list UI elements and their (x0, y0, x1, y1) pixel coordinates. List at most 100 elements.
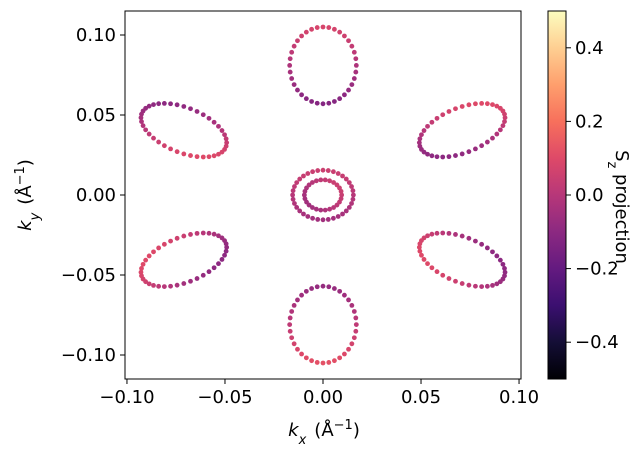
x-tick-label: −0.05 (197, 387, 252, 408)
data-point (502, 115, 508, 121)
data-point (211, 265, 217, 271)
data-point (346, 346, 351, 352)
data-point (500, 123, 506, 129)
y-axis-ticks: −0.10 −0.05 0.00 0.05 0.10 (61, 25, 125, 366)
data-point (327, 178, 332, 184)
data-point (287, 63, 293, 68)
data-point (434, 230, 440, 236)
colorbar-label: Sz projection (605, 150, 633, 264)
data-point (310, 169, 316, 175)
data-point (320, 24, 326, 30)
data-point (287, 56, 293, 62)
data-point (295, 87, 300, 93)
data-point (297, 208, 303, 214)
data-point (325, 168, 331, 173)
data-point (309, 358, 314, 364)
data-point (143, 127, 149, 133)
y-tick-label: 0.00 (76, 185, 116, 206)
data-point (194, 109, 200, 114)
pocket-1 (301, 177, 345, 213)
data-point (416, 140, 422, 146)
data-point (161, 241, 167, 247)
data-point (346, 205, 352, 210)
data-point (484, 283, 490, 289)
data-point (351, 309, 357, 314)
data-point (330, 169, 336, 175)
data-point (290, 188, 296, 194)
data-point (156, 101, 162, 107)
data-point (222, 132, 227, 138)
data-point (446, 276, 452, 281)
data-point (151, 249, 156, 255)
scatter-points (138, 24, 508, 366)
x-axis-label: kx (Å−1) (288, 418, 360, 448)
data-point (440, 272, 446, 278)
data-point (479, 284, 485, 289)
data-point (287, 69, 293, 75)
data-point (188, 278, 193, 284)
y-tick-label: −0.05 (61, 265, 116, 286)
data-point (146, 131, 152, 137)
data-point (446, 154, 452, 160)
data-point (353, 63, 359, 68)
data-point (194, 276, 200, 281)
data-point (223, 136, 229, 142)
data-point (494, 103, 500, 109)
data-point (446, 109, 452, 114)
pocket-2 (287, 24, 359, 107)
data-point (299, 351, 304, 357)
data-point (143, 279, 149, 285)
data-point (289, 49, 295, 55)
data-point (346, 180, 352, 186)
data-point (502, 119, 507, 124)
data-point (211, 153, 217, 159)
data-point (340, 173, 345, 179)
data-point (174, 102, 180, 108)
data-point (219, 149, 225, 155)
data-point (421, 257, 427, 262)
data-point (139, 111, 144, 117)
data-point (349, 43, 355, 49)
data-point (292, 184, 297, 189)
data-point (440, 230, 446, 236)
data-point (206, 230, 212, 236)
data-point (349, 303, 355, 308)
data-point (294, 205, 300, 210)
data-point (305, 171, 311, 176)
data-point (309, 99, 314, 104)
data-point (200, 154, 206, 160)
data-point (168, 101, 173, 107)
data-point (343, 208, 349, 214)
data-point (479, 241, 485, 247)
data-point (291, 303, 297, 308)
data-point (343, 176, 349, 182)
data-point (200, 272, 206, 278)
data-point (223, 241, 229, 247)
data-point (473, 146, 478, 152)
data-point (337, 96, 343, 102)
data-point (161, 284, 167, 289)
data-point (161, 143, 167, 149)
data-point (216, 123, 221, 129)
data-point (342, 351, 347, 357)
data-point (502, 111, 507, 117)
data-point (295, 346, 300, 352)
data-point (222, 252, 227, 258)
data-point (453, 278, 458, 284)
data-point (342, 33, 347, 39)
data-point (337, 355, 343, 361)
data-point (188, 232, 193, 237)
data-point (349, 184, 354, 189)
data-point (351, 76, 357, 81)
data-point (434, 269, 440, 275)
data-point (140, 261, 146, 267)
data-point (299, 92, 304, 98)
data-point (332, 286, 337, 291)
data-point (310, 215, 316, 221)
data-point (320, 217, 326, 223)
data-point (479, 101, 485, 106)
data-point (331, 205, 336, 210)
plot-background (125, 11, 521, 379)
data-point (497, 105, 503, 111)
